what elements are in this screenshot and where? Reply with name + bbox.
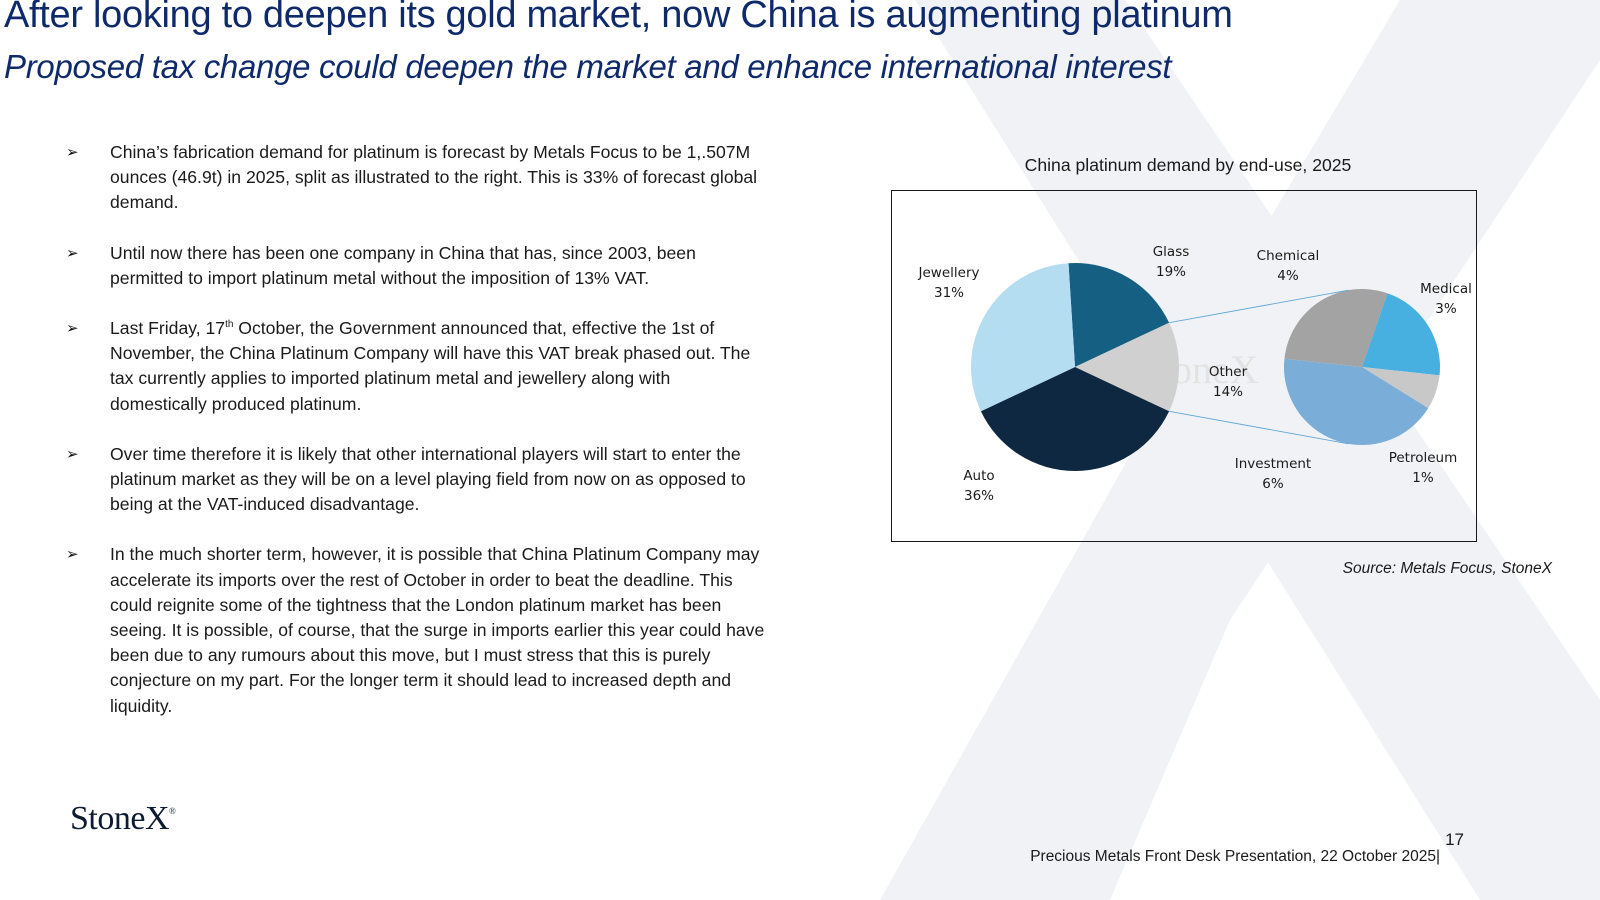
main-slice-jewellery bbox=[971, 263, 1075, 412]
bullet-text: Until now there has been one company in … bbox=[110, 242, 696, 288]
slide-subtitle: Proposed tax change could deepen the mar… bbox=[4, 48, 1172, 85]
pie-of-pie-chart: oneX Glass 19% Other 14% Auto 36% Jewellery 31% M… bbox=[918, 244, 1472, 504]
data-label-investment: Investment 6% bbox=[1235, 456, 1311, 492]
data-label-glass: Glass 19% bbox=[1153, 244, 1190, 280]
logo-text: StoneX bbox=[70, 800, 170, 837]
arrow-bullet-icon: ➢ bbox=[66, 144, 79, 161]
data-label-petroleum: Petroleum 1% bbox=[1389, 450, 1458, 486]
bullet-item: ➢ In the much shorter term, however, it … bbox=[66, 542, 766, 718]
arrow-bullet-icon: ➢ bbox=[66, 445, 79, 463]
main-slice-glass bbox=[1068, 263, 1170, 367]
secondary-slice-petroleum bbox=[1362, 367, 1440, 409]
secondary-slice-medical bbox=[1362, 293, 1440, 376]
bullet-text-sup: th bbox=[225, 319, 234, 331]
bullet-text: China’s fabrication demand for platinum … bbox=[110, 142, 758, 213]
bullet-text: Last Friday, 17th October, the Governmen… bbox=[110, 318, 750, 414]
source-note: Source: Metals Focus, StoneX bbox=[1342, 560, 1552, 577]
chart-title: China platinum demand by end-use, 2025 bbox=[1024, 155, 1352, 175]
arrow-bullet-icon: ➢ bbox=[66, 546, 79, 564]
pie-chart-frame: oneX Glass 19% Other 14% Auto 36% Jewellery 31% M… bbox=[891, 190, 1477, 542]
bullet-list: ➢ China’s fabrication demand for platinu… bbox=[66, 140, 766, 744]
data-label-chemical: Chemical 4% bbox=[1257, 248, 1320, 284]
footer-text: Precious Metals Front Desk Presentation,… bbox=[1030, 848, 1440, 865]
bullet-text-post: October, the Government announced that, … bbox=[110, 318, 751, 414]
data-label-auto: Auto 36% bbox=[963, 468, 994, 504]
bullet-text: In the much shorter term, however, it is… bbox=[110, 544, 765, 716]
connector-line-bottom bbox=[1169, 410, 1349, 445]
arrow-bullet-icon: ➢ bbox=[66, 244, 79, 262]
bullet-item: ➢ Last Friday, 17th October, the Governm… bbox=[66, 316, 766, 417]
secondary-slice-chemical bbox=[1284, 289, 1388, 367]
chart-watermark-text: oneX bbox=[1172, 347, 1259, 392]
logo-trademark: ® bbox=[169, 806, 176, 816]
data-label-jewellery: Jewellery 31% bbox=[918, 265, 980, 301]
secondary-slice-investment bbox=[1284, 358, 1429, 445]
bullet-text-pre: Last Friday, 17 bbox=[110, 318, 226, 339]
data-label-medical: Medical 3% bbox=[1420, 281, 1472, 317]
page-number: 17 bbox=[1445, 830, 1464, 849]
bullet-item: ➢ Over time therefore it is likely that … bbox=[66, 442, 766, 518]
bullet-item: ➢ Until now there has been one company i… bbox=[66, 241, 766, 291]
main-slice-auto bbox=[980, 367, 1170, 471]
bullet-item: ➢ China’s fabrication demand for platinu… bbox=[66, 140, 766, 216]
stonex-logo: StoneX® bbox=[70, 800, 176, 838]
bullet-text: Over time therefore it is likely that ot… bbox=[110, 443, 746, 515]
slide-title: After looking to deepen its gold market,… bbox=[4, 0, 1233, 36]
connector-line-top bbox=[1169, 289, 1349, 324]
data-label-other: Other 14% bbox=[1209, 364, 1248, 400]
main-slice-other bbox=[1075, 322, 1179, 412]
arrow-bullet-icon: ➢ bbox=[66, 320, 79, 338]
